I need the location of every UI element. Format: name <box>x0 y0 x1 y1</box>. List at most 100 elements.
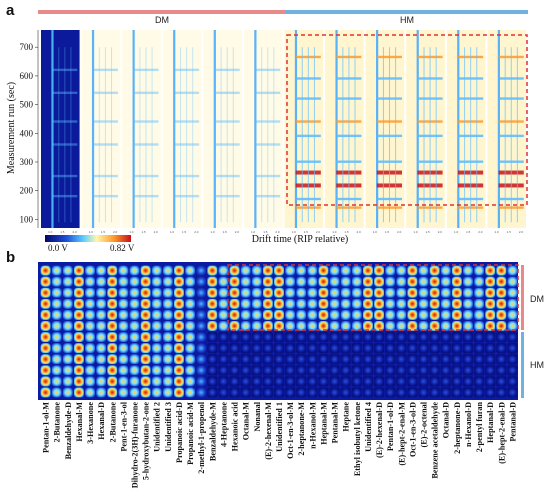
fingerprint-cell <box>140 287 151 298</box>
fingerprint-cell <box>407 287 418 298</box>
x-tick-label: 2.0 <box>113 230 118 234</box>
fingerprint-cell <box>396 387 407 398</box>
fingerprint-cell <box>85 276 95 287</box>
fingerprint-cell <box>73 298 84 309</box>
fingerprint-cell <box>507 287 518 298</box>
fingerprint-cell <box>285 276 296 287</box>
fingerprint-cell <box>507 276 518 287</box>
fingerprint-cell <box>207 287 218 298</box>
fingerprint-cell <box>173 309 184 320</box>
fingerprint-cell <box>385 387 396 398</box>
fingerprint-cell <box>274 309 284 320</box>
fingerprint-cell <box>73 343 84 354</box>
fingerprint-cell <box>507 343 518 354</box>
fingerprint-cell <box>40 265 51 276</box>
fingerprint-cell <box>151 343 162 354</box>
fingerprint-cell <box>318 332 329 342</box>
fingerprint-cell <box>507 321 518 331</box>
fingerprint-cell <box>185 376 196 387</box>
fingerprint-cell <box>485 354 496 365</box>
fingerprint-cell <box>73 376 84 387</box>
fingerprint-cell <box>451 298 462 309</box>
fingerprint-cell <box>329 332 340 342</box>
fingerprint-cell <box>496 321 507 331</box>
fingerprint-cell <box>285 321 296 331</box>
compound-label: Unidentified 2 <box>153 402 162 452</box>
compound-label: Oct-1-en-3-ol-M <box>286 402 295 459</box>
fingerprint-cell <box>374 276 385 287</box>
fingerprint-cell <box>118 376 129 387</box>
fingerprint-cell <box>40 387 51 398</box>
spectrum-panel <box>81 30 121 228</box>
fingerprint-cell <box>185 309 196 320</box>
fingerprint-cell <box>262 354 273 365</box>
fingerprint-cell <box>485 276 496 287</box>
fingerprint-cell <box>262 365 273 376</box>
fingerprint-cell <box>362 287 373 298</box>
fingerprint-cell <box>262 387 273 398</box>
fingerprint-cell <box>385 276 396 287</box>
fingerprint-cell <box>118 365 129 376</box>
fingerprint-cell <box>251 332 262 342</box>
fingerprint-cell <box>351 376 362 387</box>
signal-band <box>255 120 281 123</box>
fingerprint-cell <box>374 354 385 365</box>
fingerprint-cell <box>62 265 73 276</box>
rip-line <box>416 30 419 228</box>
fingerprint-cell <box>162 365 173 376</box>
x-tick-label: 1.5 <box>101 230 106 234</box>
fingerprint-cell <box>62 354 73 365</box>
fingerprint-cell <box>96 298 107 309</box>
fingerprint-cell <box>285 365 296 376</box>
fingerprint-cell <box>196 321 207 331</box>
fingerprint-cell <box>351 265 362 276</box>
fingerprint-cell <box>285 309 296 320</box>
fingerprint-cell <box>407 376 418 387</box>
fingerprint-cell <box>140 321 151 331</box>
fingerprint-cell <box>329 265 340 276</box>
fingerprint-cell <box>240 332 251 342</box>
fingerprint-cell <box>229 365 240 376</box>
fingerprint-cell <box>429 309 440 320</box>
fingerprint-cell <box>307 365 318 376</box>
fingerprint-cell <box>151 365 162 376</box>
fingerprint-cell <box>374 343 385 354</box>
fingerprint-cell <box>262 343 273 354</box>
fingerprint-cell <box>496 332 507 342</box>
signal-streak <box>151 47 153 223</box>
fingerprint-cell <box>73 354 84 365</box>
x-tick-label: 2.0 <box>357 230 362 234</box>
compound-label: 2-heptanone-D <box>453 402 462 454</box>
y-tick-label: 700 <box>20 42 34 52</box>
fingerprint-cell <box>207 298 218 309</box>
signal-band <box>173 194 200 198</box>
signal-band <box>255 143 281 146</box>
fingerprint-cell <box>185 265 196 276</box>
compound-label: Propanoic acid-M <box>186 402 195 465</box>
compound-label: 3-Hexanone <box>86 402 95 444</box>
fingerprint-cell <box>463 265 473 276</box>
signal-band <box>255 68 281 72</box>
fingerprint-cell <box>85 387 95 398</box>
fingerprint-cell <box>329 365 340 376</box>
fingerprint-cell <box>396 298 407 309</box>
fingerprint-cell <box>340 287 351 298</box>
fingerprint-cell <box>318 265 329 276</box>
fingerprint-cell <box>463 376 473 387</box>
compound-label: Octanal-M <box>242 402 251 440</box>
signal-band <box>214 194 240 198</box>
fingerprint-cell <box>140 376 151 387</box>
signal-band <box>214 174 240 178</box>
x-tick-label: 1.5 <box>426 230 431 234</box>
fingerprint-cell <box>362 387 373 398</box>
fingerprint-cell <box>307 298 318 309</box>
fingerprint-cell <box>229 387 240 398</box>
spectrum-panel <box>325 30 364 228</box>
fingerprint-cell <box>162 287 173 298</box>
fingerprint-cell <box>440 276 451 287</box>
compound-label: 2-pentyl furan <box>475 402 484 453</box>
compound-label: (E)-2-octenal <box>420 401 429 447</box>
fingerprint-cell <box>307 332 318 342</box>
fingerprint-cell <box>218 265 229 276</box>
fingerprint-cell <box>374 365 385 376</box>
